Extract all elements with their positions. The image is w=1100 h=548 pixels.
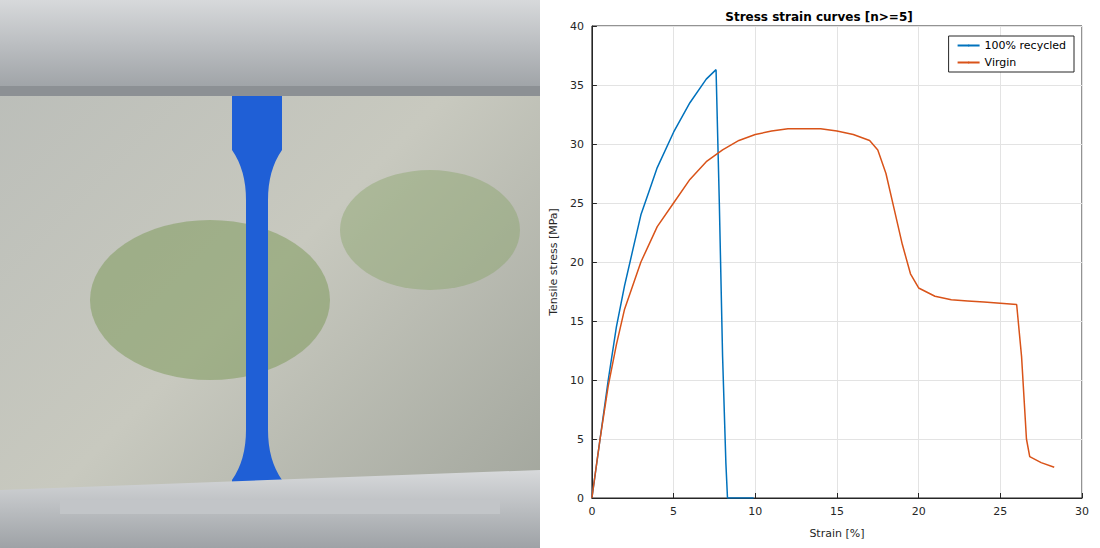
svg-text:40: 40 [570,20,584,33]
svg-text:20: 20 [570,256,584,269]
svg-text:35: 35 [570,79,584,92]
svg-text:30: 30 [570,138,584,151]
svg-text:25: 25 [993,505,1007,518]
svg-text:25: 25 [570,197,584,210]
svg-text:0: 0 [588,505,595,518]
svg-text:10: 10 [570,374,584,387]
svg-text:100% recycled: 100% recycled [985,39,1066,52]
svg-text:30: 30 [1075,505,1089,518]
svg-text:15: 15 [570,315,584,328]
svg-text:Stress strain curves [n>=5]: Stress strain curves [n>=5] [725,10,912,24]
svg-text:Tensile stress [MPa]: Tensile stress [MPa] [547,208,560,317]
svg-text:10: 10 [748,505,762,518]
svg-text:0: 0 [577,492,584,505]
svg-text:15: 15 [830,505,844,518]
svg-text:5: 5 [670,505,677,518]
svg-text:20: 20 [912,505,926,518]
svg-text:5: 5 [577,433,584,446]
svg-text:Virgin: Virgin [985,56,1017,69]
svg-text:Strain [%]: Strain [%] [809,527,864,540]
